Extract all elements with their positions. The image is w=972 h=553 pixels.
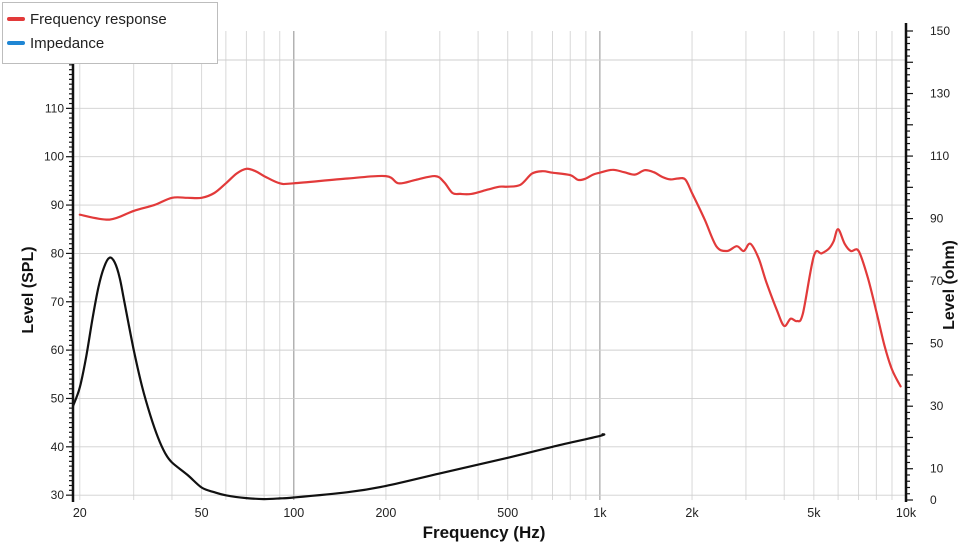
y-tick-label-right: 150 xyxy=(930,24,950,38)
y-tick-label-left: 80 xyxy=(51,246,65,260)
x-tick-label: 50 xyxy=(195,506,209,520)
x-tick-label: 1k xyxy=(593,506,607,520)
y-tick-label-right: 90 xyxy=(930,212,944,226)
legend-swatch-impedance xyxy=(7,41,25,45)
x-tick-label: 10k xyxy=(896,506,917,520)
legend-item-impedance: Impedance xyxy=(7,31,217,55)
y-tick-label-left: 40 xyxy=(51,440,65,454)
y-tick-label-left: 100 xyxy=(44,150,64,164)
y-axis-title-right: Level (ohm) xyxy=(941,240,958,330)
x-tick-label: 200 xyxy=(375,506,396,520)
x-tick-label: 5k xyxy=(807,506,821,520)
legend-item-frequency-response: Frequency response xyxy=(7,7,217,31)
legend-label-impedance: Impedance xyxy=(30,34,105,52)
y-tick-label-right: 70 xyxy=(930,274,944,288)
y-tick-label-right: 110 xyxy=(930,149,949,163)
y-tick-label-right: 0 xyxy=(930,493,937,507)
y-tick-label-left: 110 xyxy=(45,101,64,115)
x-tick-label: 20 xyxy=(73,506,87,520)
series-line-impedance xyxy=(71,256,606,501)
legend-label-frequency-response: Frequency response xyxy=(30,10,167,28)
y-tick-label-left: 50 xyxy=(51,391,65,405)
y-tick-label-left: 90 xyxy=(51,198,65,212)
x-tick-label: 2k xyxy=(685,506,699,520)
y-axis-title-left: Level (SPL) xyxy=(20,246,37,334)
y-tick-label-right: 50 xyxy=(930,337,944,351)
x-axis-title: Frequency (Hz) xyxy=(422,523,546,542)
legend: Frequency response Impedance xyxy=(2,2,218,64)
legend-swatch-frequency-response xyxy=(7,17,25,21)
series-line-frequency-response xyxy=(78,167,902,388)
y-tick-label-left: 30 xyxy=(51,488,65,502)
x-tick-label: 100 xyxy=(283,506,304,520)
x-tick-label: 500 xyxy=(497,506,518,520)
y-tick-label-right: 130 xyxy=(930,87,950,101)
y-tick-label-left: 60 xyxy=(51,343,65,357)
y-tick-label-right: 10 xyxy=(930,462,944,476)
y-tick-label-left: 70 xyxy=(51,295,65,309)
y-tick-label-right: 30 xyxy=(930,399,944,413)
